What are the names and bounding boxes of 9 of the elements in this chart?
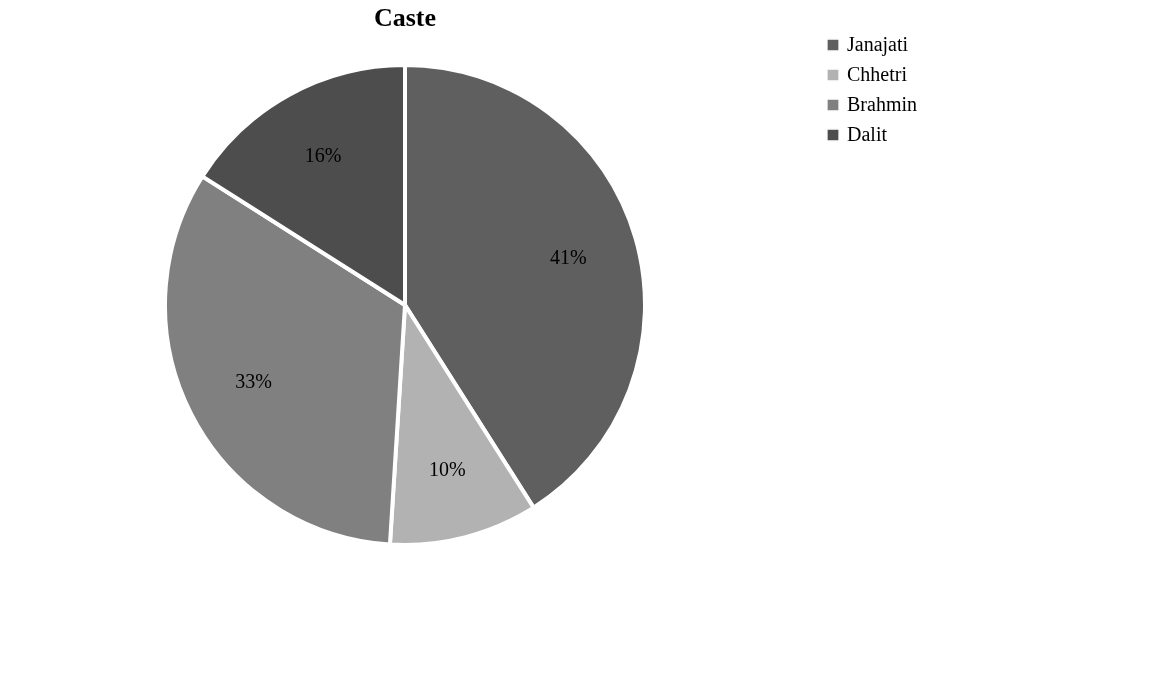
legend-label: Chhetri <box>847 63 908 85</box>
legend-label: Dalit <box>847 123 888 145</box>
data-label: 41% <box>549 245 587 268</box>
data-label: 33% <box>235 370 272 393</box>
chart-title: Caste <box>373 3 437 32</box>
data-label: 10% <box>428 457 466 480</box>
data-label: 16% <box>304 144 342 167</box>
legend-label: Janajati <box>847 33 909 56</box>
legend-label: Brahmin <box>847 93 917 115</box>
